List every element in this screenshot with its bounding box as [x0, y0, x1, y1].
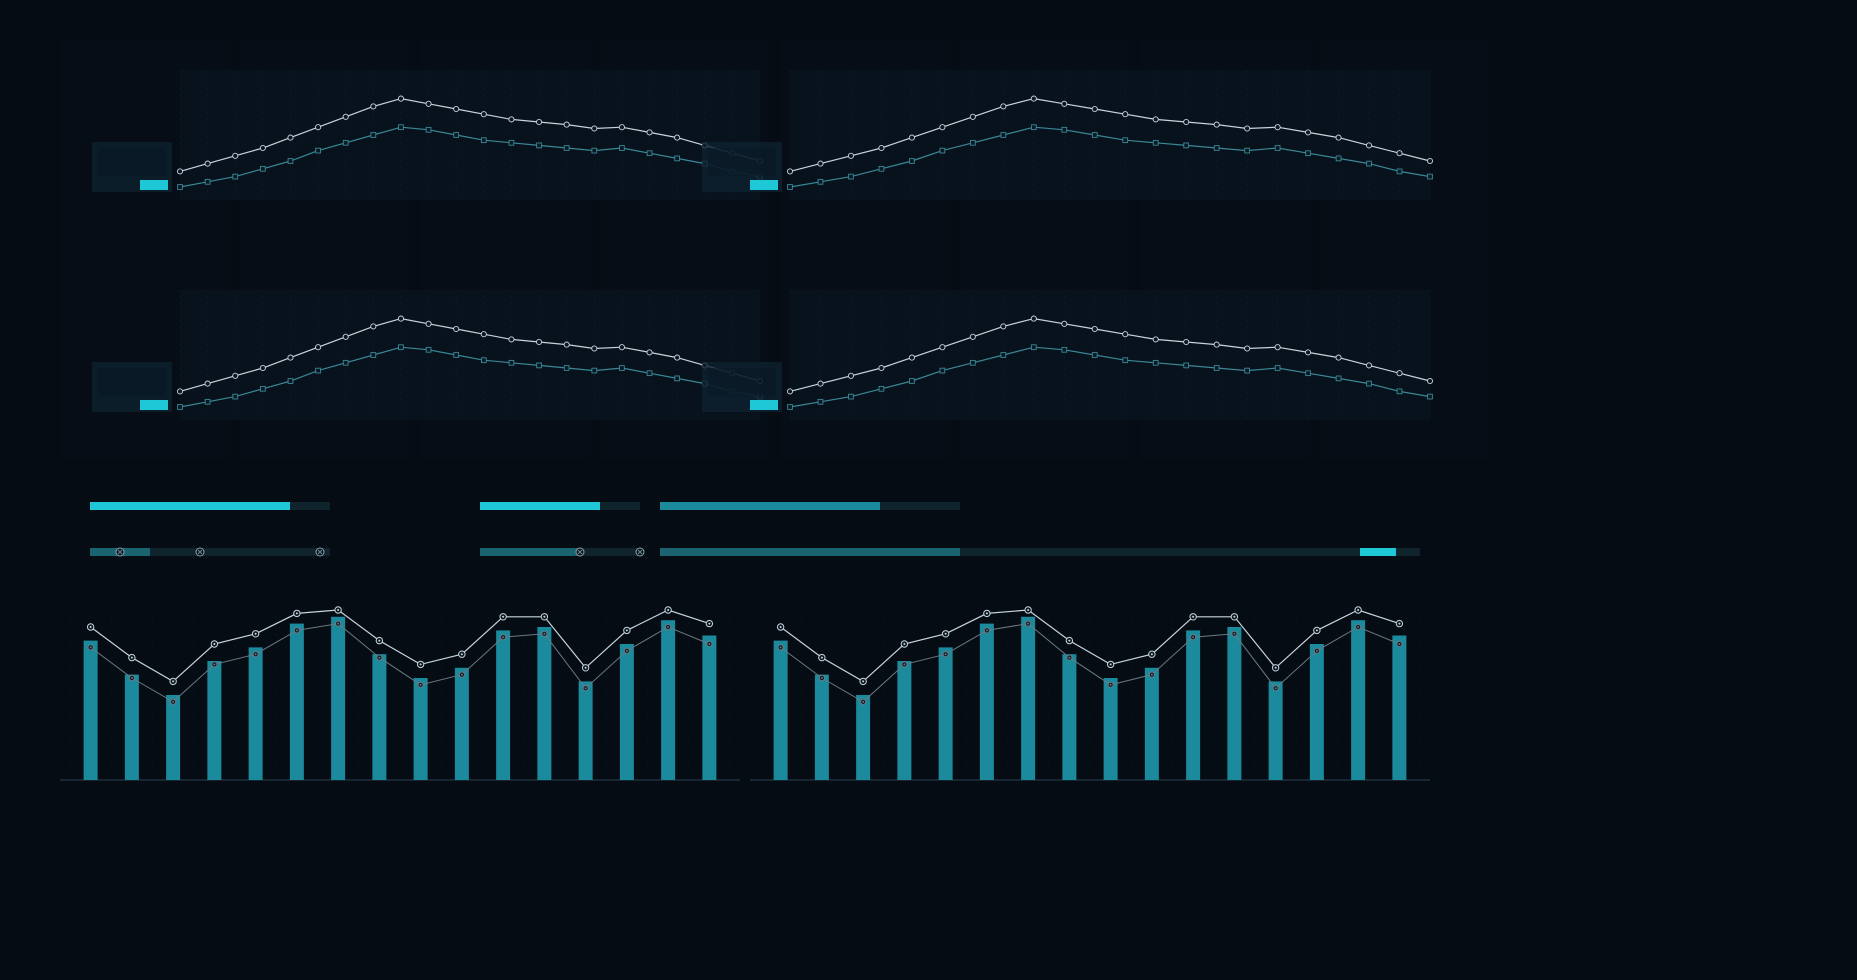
- line-chart-panel: [92, 290, 763, 420]
- bar: [1310, 644, 1324, 780]
- bar: [661, 620, 675, 780]
- line-chart-panel: [702, 70, 1433, 200]
- bar: [620, 644, 634, 780]
- bar: [1145, 668, 1159, 780]
- bar: [980, 624, 994, 780]
- bar: [774, 641, 788, 780]
- bar: [496, 630, 510, 780]
- bar: [249, 647, 263, 780]
- bar: [1227, 627, 1241, 780]
- bar: [455, 668, 469, 780]
- bar: [1021, 617, 1035, 780]
- bar: [1392, 636, 1406, 781]
- bar: [856, 695, 870, 780]
- bar: [1104, 678, 1118, 780]
- bar: [372, 654, 386, 780]
- bar: [815, 675, 829, 780]
- progress-fill: [480, 548, 580, 556]
- panel-accent-chip: [750, 180, 778, 190]
- progress-fill: [660, 502, 880, 510]
- bar: [939, 647, 953, 780]
- bar: [1186, 630, 1200, 780]
- bar: [537, 627, 551, 780]
- bar: [207, 661, 221, 780]
- progress-fill: [480, 502, 600, 510]
- bar: [579, 681, 593, 780]
- bar: [125, 675, 139, 780]
- bar: [1269, 681, 1283, 780]
- panel-accent-chip: [140, 400, 168, 410]
- progress-row: [90, 548, 1420, 556]
- progress-fill: [1360, 548, 1396, 556]
- panel-accent-chip: [750, 400, 778, 410]
- progress-row: [90, 502, 960, 510]
- progress-fill: [660, 548, 960, 556]
- bar: [84, 641, 98, 780]
- bar: [1351, 620, 1365, 780]
- bar: [331, 617, 345, 780]
- dashboard-canvas: [0, 0, 1857, 980]
- bar: [702, 636, 716, 781]
- line-chart-panel: [702, 290, 1433, 420]
- bar: [166, 695, 180, 780]
- line-chart-panel: [92, 70, 763, 200]
- bar: [290, 624, 304, 780]
- panel-accent-chip: [140, 180, 168, 190]
- bar: [414, 678, 428, 780]
- bar: [897, 661, 911, 780]
- bar: [1062, 654, 1076, 780]
- progress-fill: [90, 502, 290, 510]
